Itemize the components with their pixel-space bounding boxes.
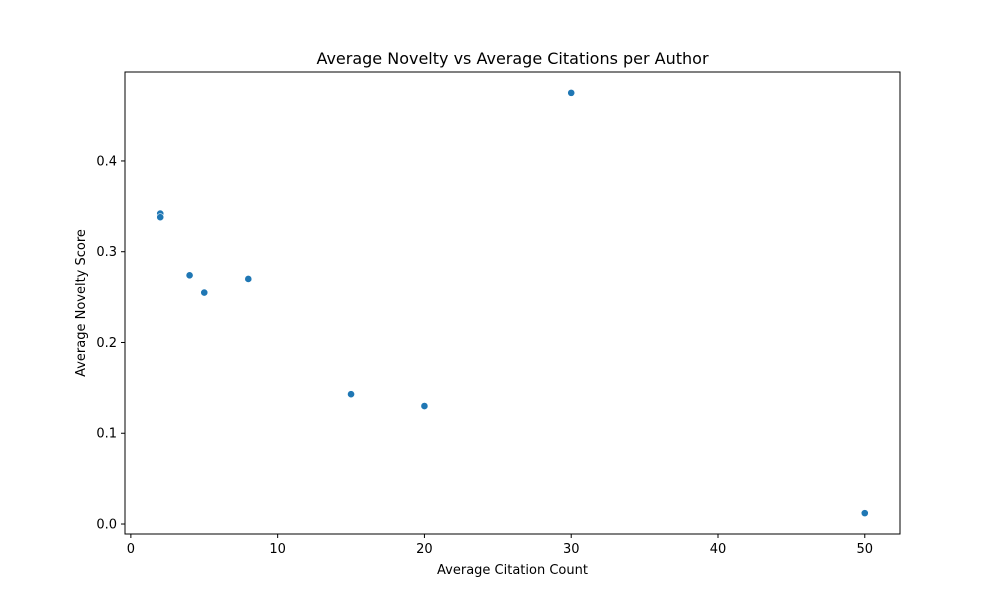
chart-title: Average Novelty vs Average Citations per… bbox=[316, 49, 709, 68]
plot-area-frame bbox=[124, 71, 901, 535]
scatter-point bbox=[420, 402, 429, 410]
x-tick-label: 50 bbox=[856, 542, 873, 557]
data-points bbox=[156, 88, 869, 518]
y-axis-label: Average Novelty Score bbox=[74, 229, 89, 377]
y-tick-label: 0.4 bbox=[96, 154, 117, 169]
x-tick-label: 10 bbox=[269, 542, 286, 557]
x-tick-label: 30 bbox=[563, 542, 580, 557]
y-tick-label: 0.0 bbox=[96, 518, 117, 533]
y-tick-label: 0.2 bbox=[96, 336, 117, 351]
scatter-point bbox=[200, 288, 209, 297]
scatter-point bbox=[185, 271, 194, 280]
x-axis: 0 10 20 30 40 50 bbox=[127, 534, 873, 557]
x-axis-label: Average Citation Count bbox=[437, 563, 588, 578]
x-tick-label: 20 bbox=[416, 542, 433, 557]
y-tick-label: 0.3 bbox=[96, 245, 117, 260]
y-axis: 0.0 0.1 0.2 0.3 0.4 bbox=[96, 154, 125, 533]
y-tick-label: 0.1 bbox=[96, 427, 117, 442]
scatter-point bbox=[244, 275, 253, 283]
x-tick-label: 0 bbox=[127, 542, 135, 557]
scatter-point bbox=[347, 390, 355, 399]
scatter-point bbox=[567, 88, 576, 97]
scatter-point bbox=[860, 509, 869, 518]
x-tick-label: 40 bbox=[710, 542, 727, 557]
scatter-point bbox=[156, 213, 165, 222]
